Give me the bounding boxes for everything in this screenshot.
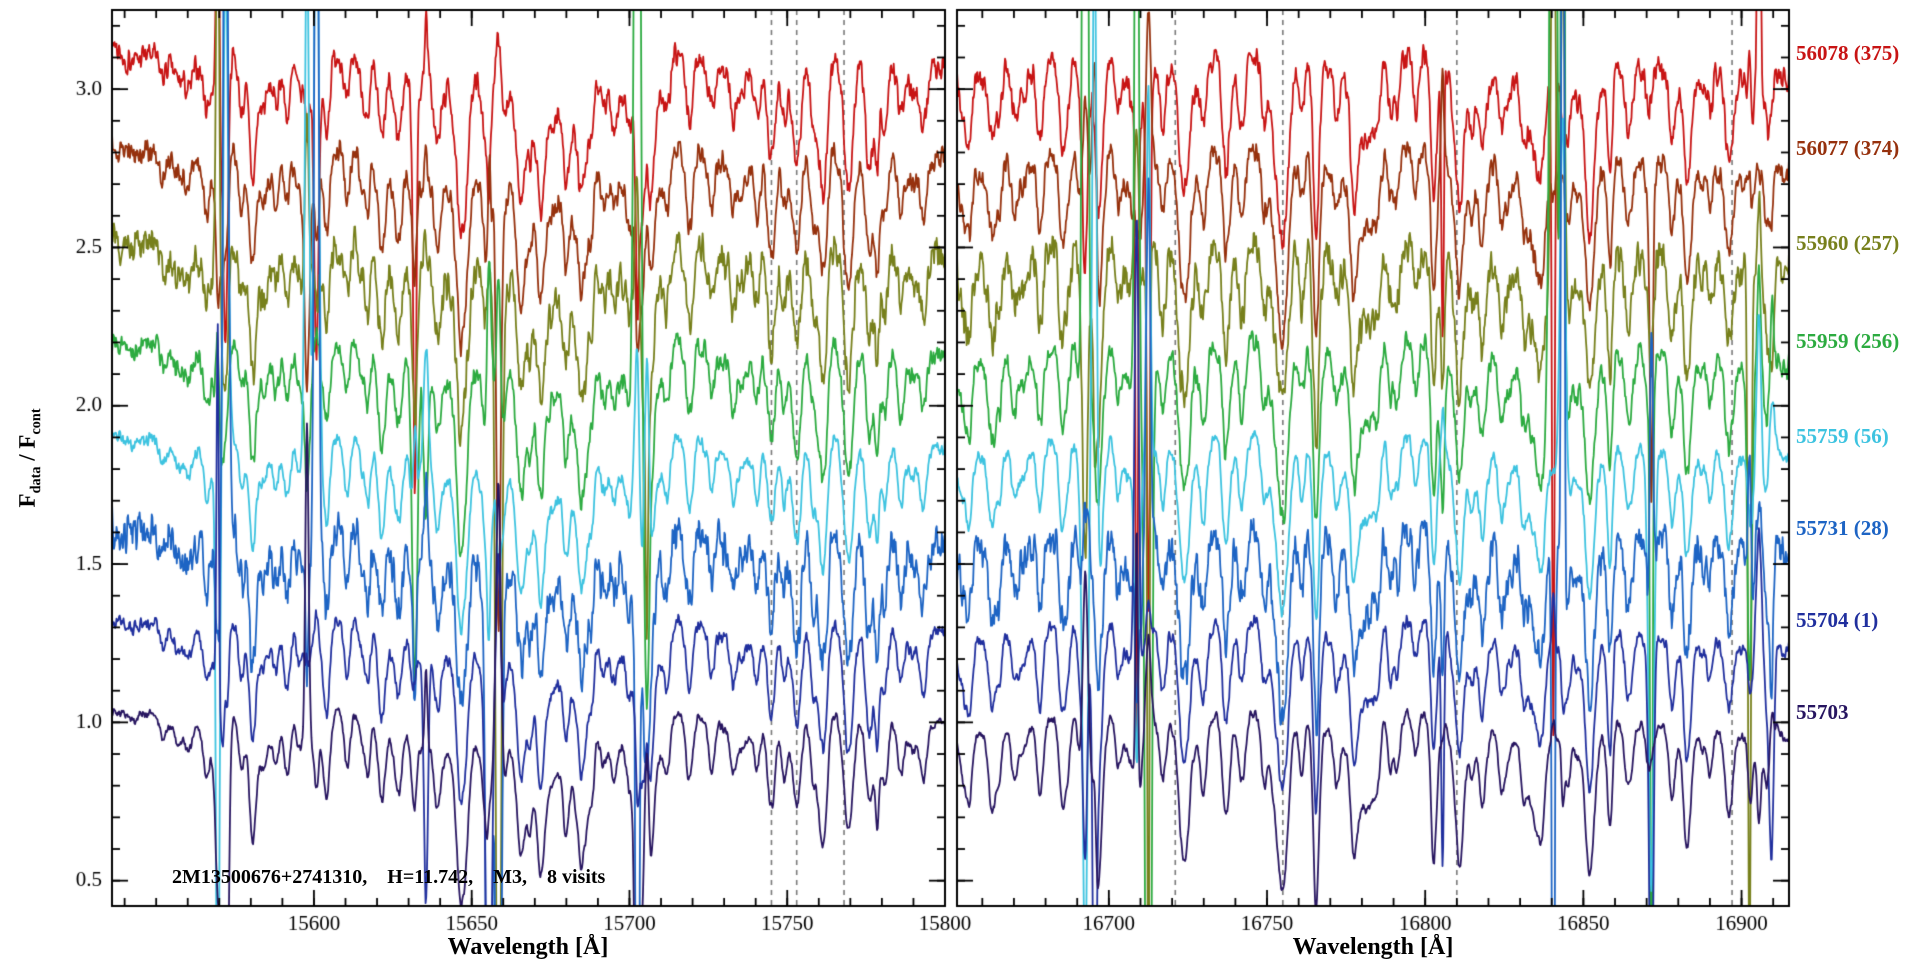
visit-label: 55960 (257) <box>1796 231 1900 256</box>
y-axis-label-mid: / F <box>14 434 40 467</box>
x-axis-label-left: Wavelength [Å] <box>447 934 609 960</box>
y-axis-label: Fdata / Fcont <box>15 408 46 507</box>
visit-label: 55703 <box>1796 699 1849 724</box>
x-axis-label-right: Wavelength [Å] <box>1292 934 1454 960</box>
target-annotation: 2M13500676+2741310, H=11.742, M3, 8 visi… <box>172 866 606 888</box>
visit-label: 55759 (56) <box>1796 424 1889 449</box>
y-axis-label-f1: F <box>14 493 40 508</box>
visit-label: 55731 (28) <box>1796 516 1889 541</box>
y-axis-label-sub2: cont <box>28 408 45 435</box>
visit-label: 56077 (374) <box>1796 136 1900 161</box>
visit-label: 55959 (256) <box>1796 329 1900 354</box>
visit-label: 56078 (375) <box>1796 41 1900 66</box>
y-axis-label-sub1: data <box>28 466 45 494</box>
visit-label: 55704 (1) <box>1796 608 1879 633</box>
